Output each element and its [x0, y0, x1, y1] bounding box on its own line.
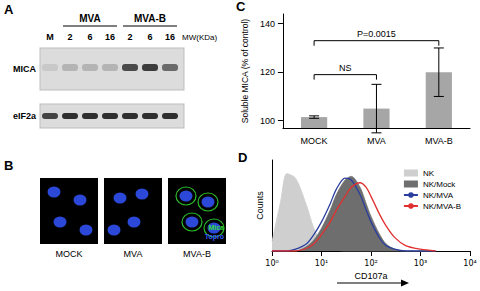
- svg-text:2: 2: [67, 32, 72, 42]
- svg-text:MICA: MICA: [13, 64, 36, 74]
- svg-text:CD107a: CD107a: [354, 271, 387, 281]
- svg-text:MOCK: MOCK: [56, 249, 83, 259]
- svg-text:10⁴: 10⁴: [463, 259, 476, 268]
- svg-text:6: 6: [147, 32, 152, 42]
- svg-text:MVA: MVA: [124, 249, 143, 259]
- svg-text:M: M: [46, 32, 54, 42]
- svg-text:120: 120: [260, 67, 275, 77]
- svg-text:Soluble MICA (% of control): Soluble MICA (% of control): [240, 19, 250, 124]
- svg-text:MVA-B: MVA-B: [134, 13, 166, 24]
- svg-text:10¹: 10¹: [315, 259, 328, 268]
- svg-text:NK/Mock: NK/Mock: [423, 180, 456, 189]
- svg-text:NS: NS: [339, 63, 352, 73]
- svg-text:MVA: MVA: [367, 136, 386, 146]
- svg-text:NK: NK: [423, 169, 435, 178]
- svg-text:B: B: [4, 158, 13, 173]
- html-text:D: D: [238, 150, 248, 165]
- svg-text:MVA: MVA: [79, 13, 100, 24]
- svg-text:10³: 10³: [414, 259, 427, 268]
- svg-text:2: 2: [127, 32, 132, 42]
- svg-text:A: A: [4, 2, 14, 17]
- svg-text:NK/MVA-B: NK/MVA-B: [423, 202, 461, 211]
- svg-text:P=0.0015: P=0.0015: [357, 29, 396, 39]
- svg-text:MVA-B: MVA-B: [183, 249, 211, 259]
- svg-text:eIF2a: eIF2a: [13, 111, 37, 121]
- svg-text:MVA-B: MVA-B: [425, 136, 453, 146]
- svg-text:NK/MVA: NK/MVA: [423, 191, 454, 200]
- svg-text:10⁰: 10⁰: [265, 259, 278, 268]
- html-text:C: C: [236, 0, 246, 14]
- svg-text:10²: 10²: [364, 259, 377, 268]
- svg-text:100: 100: [260, 116, 275, 126]
- svg-text:140: 140: [260, 19, 275, 29]
- svg-text:6: 6: [87, 32, 92, 42]
- svg-text:16: 16: [165, 32, 175, 42]
- svg-text:MOCK: MOCK: [301, 136, 328, 146]
- svg-text:Topro: Topro: [205, 233, 224, 241]
- svg-text:Mica: Mica: [208, 224, 224, 231]
- svg-text:16: 16: [105, 32, 115, 42]
- svg-text:Counts: Counts: [255, 191, 265, 220]
- svg-text:MW(KDa): MW(KDa): [182, 33, 217, 42]
